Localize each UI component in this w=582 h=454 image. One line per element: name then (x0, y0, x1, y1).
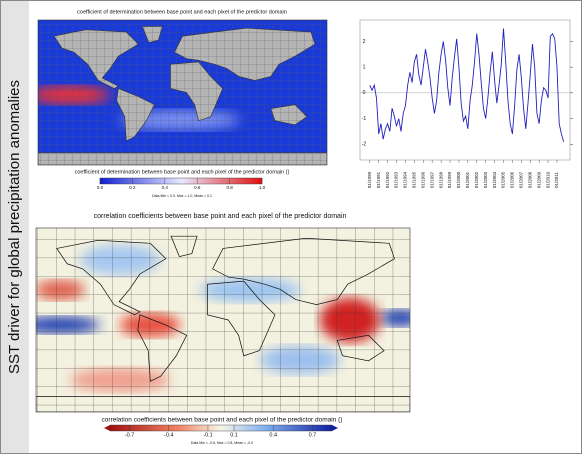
map-title: coefficient of determination between bas… (77, 9, 287, 15)
side-bar (1, 1, 29, 453)
colorbar-tick-label: -0.7 (125, 432, 134, 438)
colorbar-arrow (104, 425, 110, 431)
x-tick-label: 01/2007 (519, 171, 524, 188)
x-tick-label: 01/2005 (501, 171, 506, 188)
colorbar-tick-label: -0.1 (203, 432, 212, 438)
x-tick-label: 01/2008 (527, 171, 532, 188)
x-tick-label: 01/1998 (438, 171, 443, 188)
x-tick-label: 01/1993 (394, 171, 399, 188)
colorbar-arrow (332, 425, 338, 431)
colorbar-tick-label: 0.4 (269, 432, 277, 438)
x-tick-label: 01/2000 (456, 171, 461, 188)
x-tick-label: 01/1990 (367, 171, 372, 188)
map-1 (38, 20, 327, 165)
x-tick-label: 01/1991 (376, 171, 381, 188)
colorbar-label: correlation coefficients between base po… (102, 417, 343, 424)
x-tick-label: 01/1992 (385, 171, 390, 188)
x-tick-label: 01/2009 (536, 171, 541, 188)
colorbar-tick-label: 1.0 (259, 185, 266, 190)
plot-area (359, 19, 571, 161)
x-tick-label: 01/1994 (403, 171, 408, 188)
map-title: correlation coefficients between base po… (94, 213, 347, 220)
colorbar-tick-label: 0.7 (309, 432, 317, 438)
colorbar-tick-label: 0.8 (226, 185, 233, 190)
y-tick-label: -2 (362, 142, 367, 148)
colorbar-label: coefficient of determination between bas… (75, 169, 290, 175)
colorbar-tick-label: -0.4 (164, 432, 173, 438)
map-stats: Data Min = -0.6, Max = 0.8, Mean = -0.0 (191, 441, 253, 445)
series-line (369, 28, 565, 142)
colorbar-tick-label: 0.0 (97, 185, 104, 190)
colorbar-tick-label: 0.2 (129, 185, 136, 190)
colorbar-tick-label: 0.1 (230, 432, 238, 438)
map-stats: Data Min = 0.0, Max = 1.0, Mean = 0.1 (152, 194, 212, 198)
colorbar (109, 424, 333, 432)
map-2 (36, 228, 410, 412)
y-tick-label: 1 (363, 64, 366, 70)
colorbar-tick-label: 0.6 (194, 185, 201, 190)
x-tick-label: 01/2001 (465, 171, 470, 188)
y-tick-label: -1 (362, 116, 367, 122)
x-tick-label: 01/1999 (447, 171, 452, 188)
x-tick-label: 01/2010 (545, 171, 550, 188)
colorbar-tick-label: 0.4 (162, 185, 169, 190)
x-tick-label: 01/2002 (474, 171, 479, 188)
x-tick-label: 01/2006 (510, 171, 515, 188)
x-tick-label: 01/1996 (420, 171, 425, 188)
x-tick-label: 01/2003 (483, 171, 488, 188)
colorbar (99, 177, 263, 185)
y-tick-label: 2 (363, 39, 366, 45)
side-title: SST driver for global precipitation anom… (6, 80, 23, 374)
x-tick-label: 01/2011 (554, 172, 559, 188)
y-tick-label: 0 (363, 90, 366, 96)
x-tick-label: 01/1995 (412, 171, 417, 188)
x-tick-label: 01/2004 (492, 171, 497, 188)
x-tick-label: 01/1997 (429, 171, 434, 188)
